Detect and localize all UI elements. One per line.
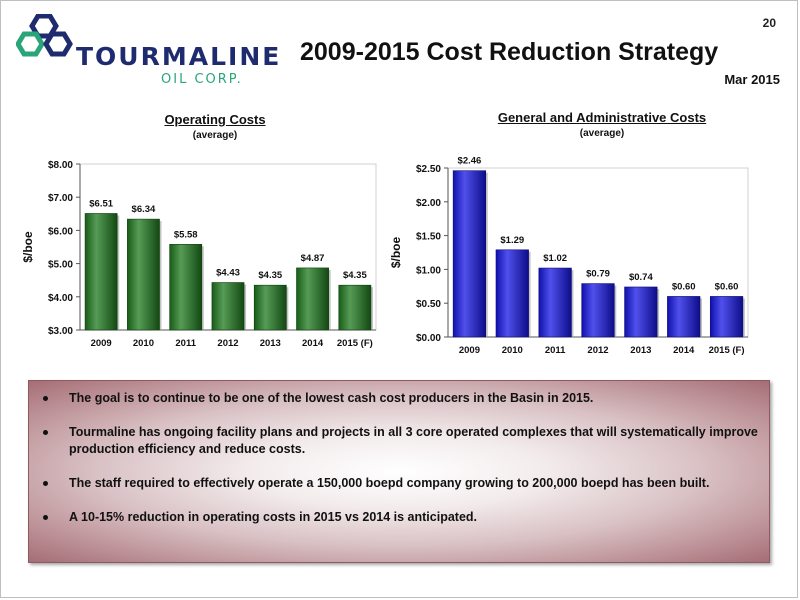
bullet-dot-icon [43, 481, 48, 486]
y-tick-label: $0.50 [416, 299, 441, 310]
bar [296, 267, 329, 331]
data-label: $4.87 [301, 253, 325, 264]
opex-chart-title: Operating Costs [164, 112, 266, 127]
bullet-item: The staff required to effectively operat… [43, 475, 759, 492]
x-tick-label: 2011 [175, 338, 196, 349]
y-tick-label: $2.50 [416, 164, 441, 175]
bar [253, 284, 287, 331]
bar [495, 249, 529, 338]
key-points-box: The goal is to continue to be one of the… [28, 380, 770, 563]
x-tick-label: 2009 [459, 345, 480, 356]
y-tick-label: $1.00 [416, 265, 441, 276]
slide-date: Mar 2015 [724, 72, 780, 87]
bar [452, 170, 487, 338]
data-label: $4.35 [258, 270, 282, 281]
bar [211, 282, 245, 331]
y-tick-label: $7.00 [48, 193, 73, 204]
data-label: $4.43 [216, 268, 240, 279]
bar [624, 286, 658, 338]
y-tick-label: $0.00 [416, 333, 441, 344]
y-tick-label: $4.00 [48, 293, 73, 304]
y-tick-label: $5.00 [48, 260, 73, 271]
x-tick-label: 2014 [302, 338, 324, 349]
bullet-item: A 10-15% reduction in operating costs in… [43, 509, 759, 526]
bullet-dot-icon [43, 396, 48, 401]
x-tick-label: 2010 [502, 345, 523, 356]
logo-subtitle: OIL CORP. [161, 72, 243, 87]
y-tick-label: $6.00 [48, 226, 73, 237]
y-tick-label: $1.50 [416, 232, 441, 243]
bar [581, 283, 615, 338]
y-axis-label: $/boe [389, 237, 403, 269]
bar [538, 267, 572, 338]
company-logo: TOURMALINE OIL CORP. [16, 14, 279, 87]
data-label: $0.74 [629, 272, 653, 283]
x-tick-label: 2012 [587, 345, 608, 356]
data-label: $0.79 [586, 269, 610, 280]
x-tick-label: 2015 (F) [337, 338, 373, 349]
x-tick-label: 2014 [673, 345, 695, 356]
bar [127, 218, 160, 331]
y-tick-label: $3.00 [48, 326, 73, 337]
x-tick-label: 2012 [217, 338, 238, 349]
page-title: 2009-2015 Cost Reduction Strategy [300, 38, 719, 66]
x-tick-label: 2009 [91, 338, 112, 349]
data-label: $0.60 [715, 281, 739, 292]
data-label: $6.34 [132, 204, 156, 215]
page-number: 20 [762, 16, 776, 30]
data-label: $0.60 [672, 281, 696, 292]
bar [169, 244, 203, 331]
bar [84, 213, 118, 331]
x-tick-label: 2013 [260, 338, 281, 349]
ga-chart-subtitle: (average) [579, 128, 625, 139]
bullet-item: Tourmaline has ongoing facility plans an… [43, 424, 759, 458]
y-tick-label: $2.00 [416, 198, 441, 209]
bullet-dot-icon [43, 430, 48, 435]
data-label: $5.58 [174, 229, 198, 240]
data-label: $1.29 [500, 235, 524, 246]
ga-chart-title: General and Administrative Costs [497, 110, 707, 125]
data-label: $2.46 [458, 156, 482, 167]
data-label: $6.51 [89, 198, 113, 209]
bullet-item: The goal is to continue to be one of the… [43, 390, 759, 407]
data-label: $4.35 [343, 270, 367, 281]
x-tick-label: 2013 [630, 345, 651, 356]
opex-chart-subtitle: (average) [192, 130, 238, 141]
y-axis-label: $/boe [21, 231, 35, 263]
logo-wordmark: TOURMALINE [76, 42, 282, 71]
y-tick-label: $8.00 [48, 160, 73, 171]
bar [667, 296, 701, 338]
bullet-dot-icon [43, 515, 48, 520]
x-tick-label: 2011 [545, 345, 566, 356]
bar [709, 296, 744, 338]
x-tick-label: 2010 [133, 338, 154, 349]
tourmaline-hexagon-logo-icon [16, 14, 73, 57]
bar [338, 284, 372, 331]
x-tick-label: 2015 (F) [709, 345, 745, 356]
data-label: $1.02 [543, 253, 567, 264]
